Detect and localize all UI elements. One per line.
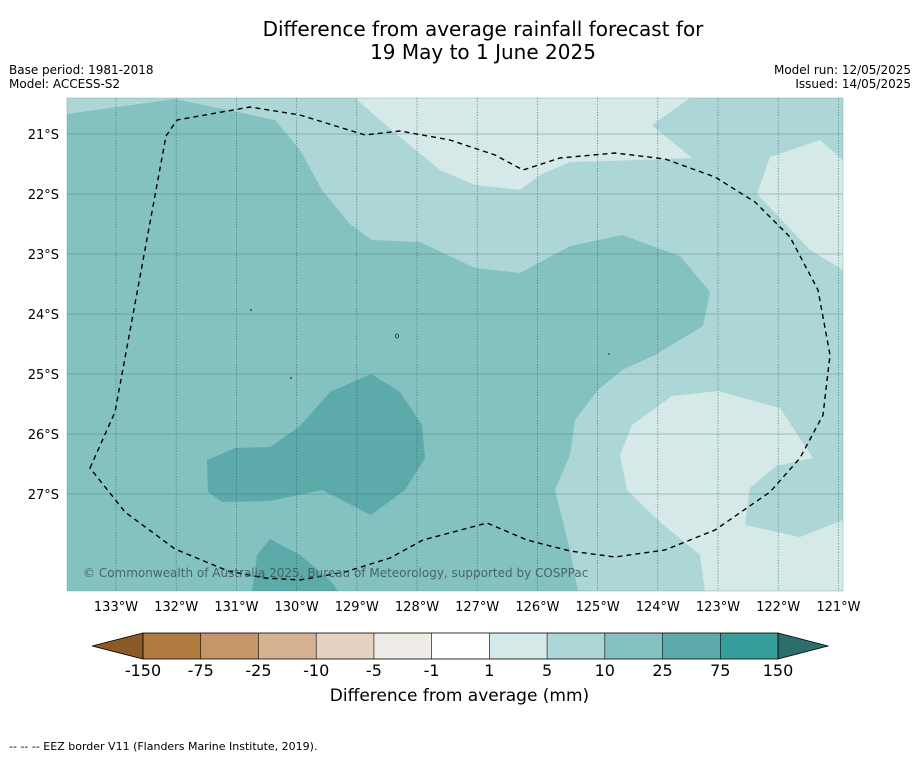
colorbar-bin [373, 633, 432, 659]
colorbar-bin [547, 633, 605, 659]
colorbar-tick-label: 10 [595, 661, 615, 680]
longitude-label: 124°W [636, 600, 680, 615]
longitude-label: 131°W [214, 600, 258, 615]
anomaly-region-25-75-center [207, 374, 425, 515]
longitude-label: 127°W [455, 600, 499, 615]
eez-border [89, 106, 831, 581]
anomaly-layer [67, 98, 843, 591]
colorbar-bin [604, 633, 663, 659]
anomaly-region-1-5-east [620, 391, 843, 591]
eez-footnote: -- -- -- EEZ border V11 (Flanders Marine… [9, 740, 318, 753]
colorbar-tick-label: -1 [424, 661, 440, 680]
chart-title-line2: 19 May to 1 June 2025 [370, 40, 596, 64]
longitude-labels: 133°W 132°W 131°W 130°W 129°W 128°W 127°W 126°W… [94, 600, 861, 615]
colorbar-title: Difference from average (mm) [329, 686, 590, 706]
model-label: Model: ACCESS-S2 [9, 77, 121, 91]
copyright-notice: © Commonwealth of Australia 2025, Bureau… [83, 566, 588, 580]
colorbar-tick-label: -5 [366, 661, 382, 680]
longitude-label: 122°W [756, 600, 800, 615]
island-marker [290, 377, 292, 379]
colorbar-bin [316, 633, 374, 659]
anomaly-region-1-5-northeast [757, 140, 843, 270]
longitude-label: 130°W [275, 600, 319, 615]
longitude-label: 132°W [154, 600, 198, 615]
island-marker [394, 333, 399, 339]
colorbar-tick-label: 1 [484, 661, 494, 680]
island-marker [608, 353, 610, 355]
longitude-label: 125°W [576, 600, 620, 615]
colorbar-outline [142, 632, 779, 660]
meta-right: Model run: 12/05/2025 Issued: 14/05/2025 [774, 63, 911, 91]
longitude-label: 126°W [515, 600, 559, 615]
latitude-label: 27°S [28, 488, 59, 503]
colorbar-tick-label: -75 [188, 661, 214, 680]
latitude-label: 23°S [28, 248, 59, 263]
colorbar-bin [200, 633, 259, 659]
chart-title: Difference from average rainfall forecas… [0, 18, 919, 64]
colorbar-bin [662, 633, 721, 659]
longitude-label: 128°W [395, 600, 439, 615]
gridlines [67, 98, 843, 591]
issued-label: Issued: 14/05/2025 [795, 77, 911, 91]
colorbar-bin [143, 633, 201, 659]
latitude-label: 22°S [28, 188, 59, 203]
base-period-label: Base period: 1981-2018 [9, 63, 154, 77]
island-marker [250, 309, 252, 311]
latitude-label: 26°S [28, 428, 59, 443]
longitude-label: 129°W [335, 600, 379, 615]
longitude-label: 133°W [94, 600, 138, 615]
colorbar-bin [489, 633, 548, 659]
latitude-labels: 21°S 22°S 23°S 24°S 25°S 26°S 27°S [28, 128, 59, 503]
colorbar-bin [431, 633, 490, 659]
latitude-label: 21°S [28, 128, 59, 143]
latitude-label: 24°S [28, 308, 59, 323]
colorbar-tick-label: 75 [710, 661, 730, 680]
colorbar-tick-label: -10 [303, 661, 329, 680]
map-frame [66, 97, 844, 592]
model-run-label: Model run: 12/05/2025 [773, 63, 911, 77]
colorbar-extend-low [91, 632, 144, 660]
colorbar-bin [720, 633, 778, 659]
colorbar-tick-label: -150 [125, 661, 161, 680]
anomaly-region-1-5-north [355, 98, 692, 190]
chart-title-line1: Difference from average rainfall forecas… [262, 17, 704, 41]
latitude-label: 25°S [28, 368, 59, 383]
colorbar-extend-high [777, 632, 830, 660]
colorbar: -150 -75 -25 -10 -5 -1 1 5 10 25 75 150 [91, 632, 830, 680]
longitude-label: 123°W [696, 600, 740, 615]
colorbar-bin [258, 633, 317, 659]
colorbar-tick-label: 25 [652, 661, 672, 680]
colorbar-tick-label: 150 [763, 661, 794, 680]
meta-left: Base period: 1981-2018 Model: ACCESS-S2 [9, 63, 154, 91]
longitude-label: 121°W [816, 600, 860, 615]
colorbar-tick-label: -25 [245, 661, 271, 680]
colorbar-tick-label: 5 [542, 661, 552, 680]
